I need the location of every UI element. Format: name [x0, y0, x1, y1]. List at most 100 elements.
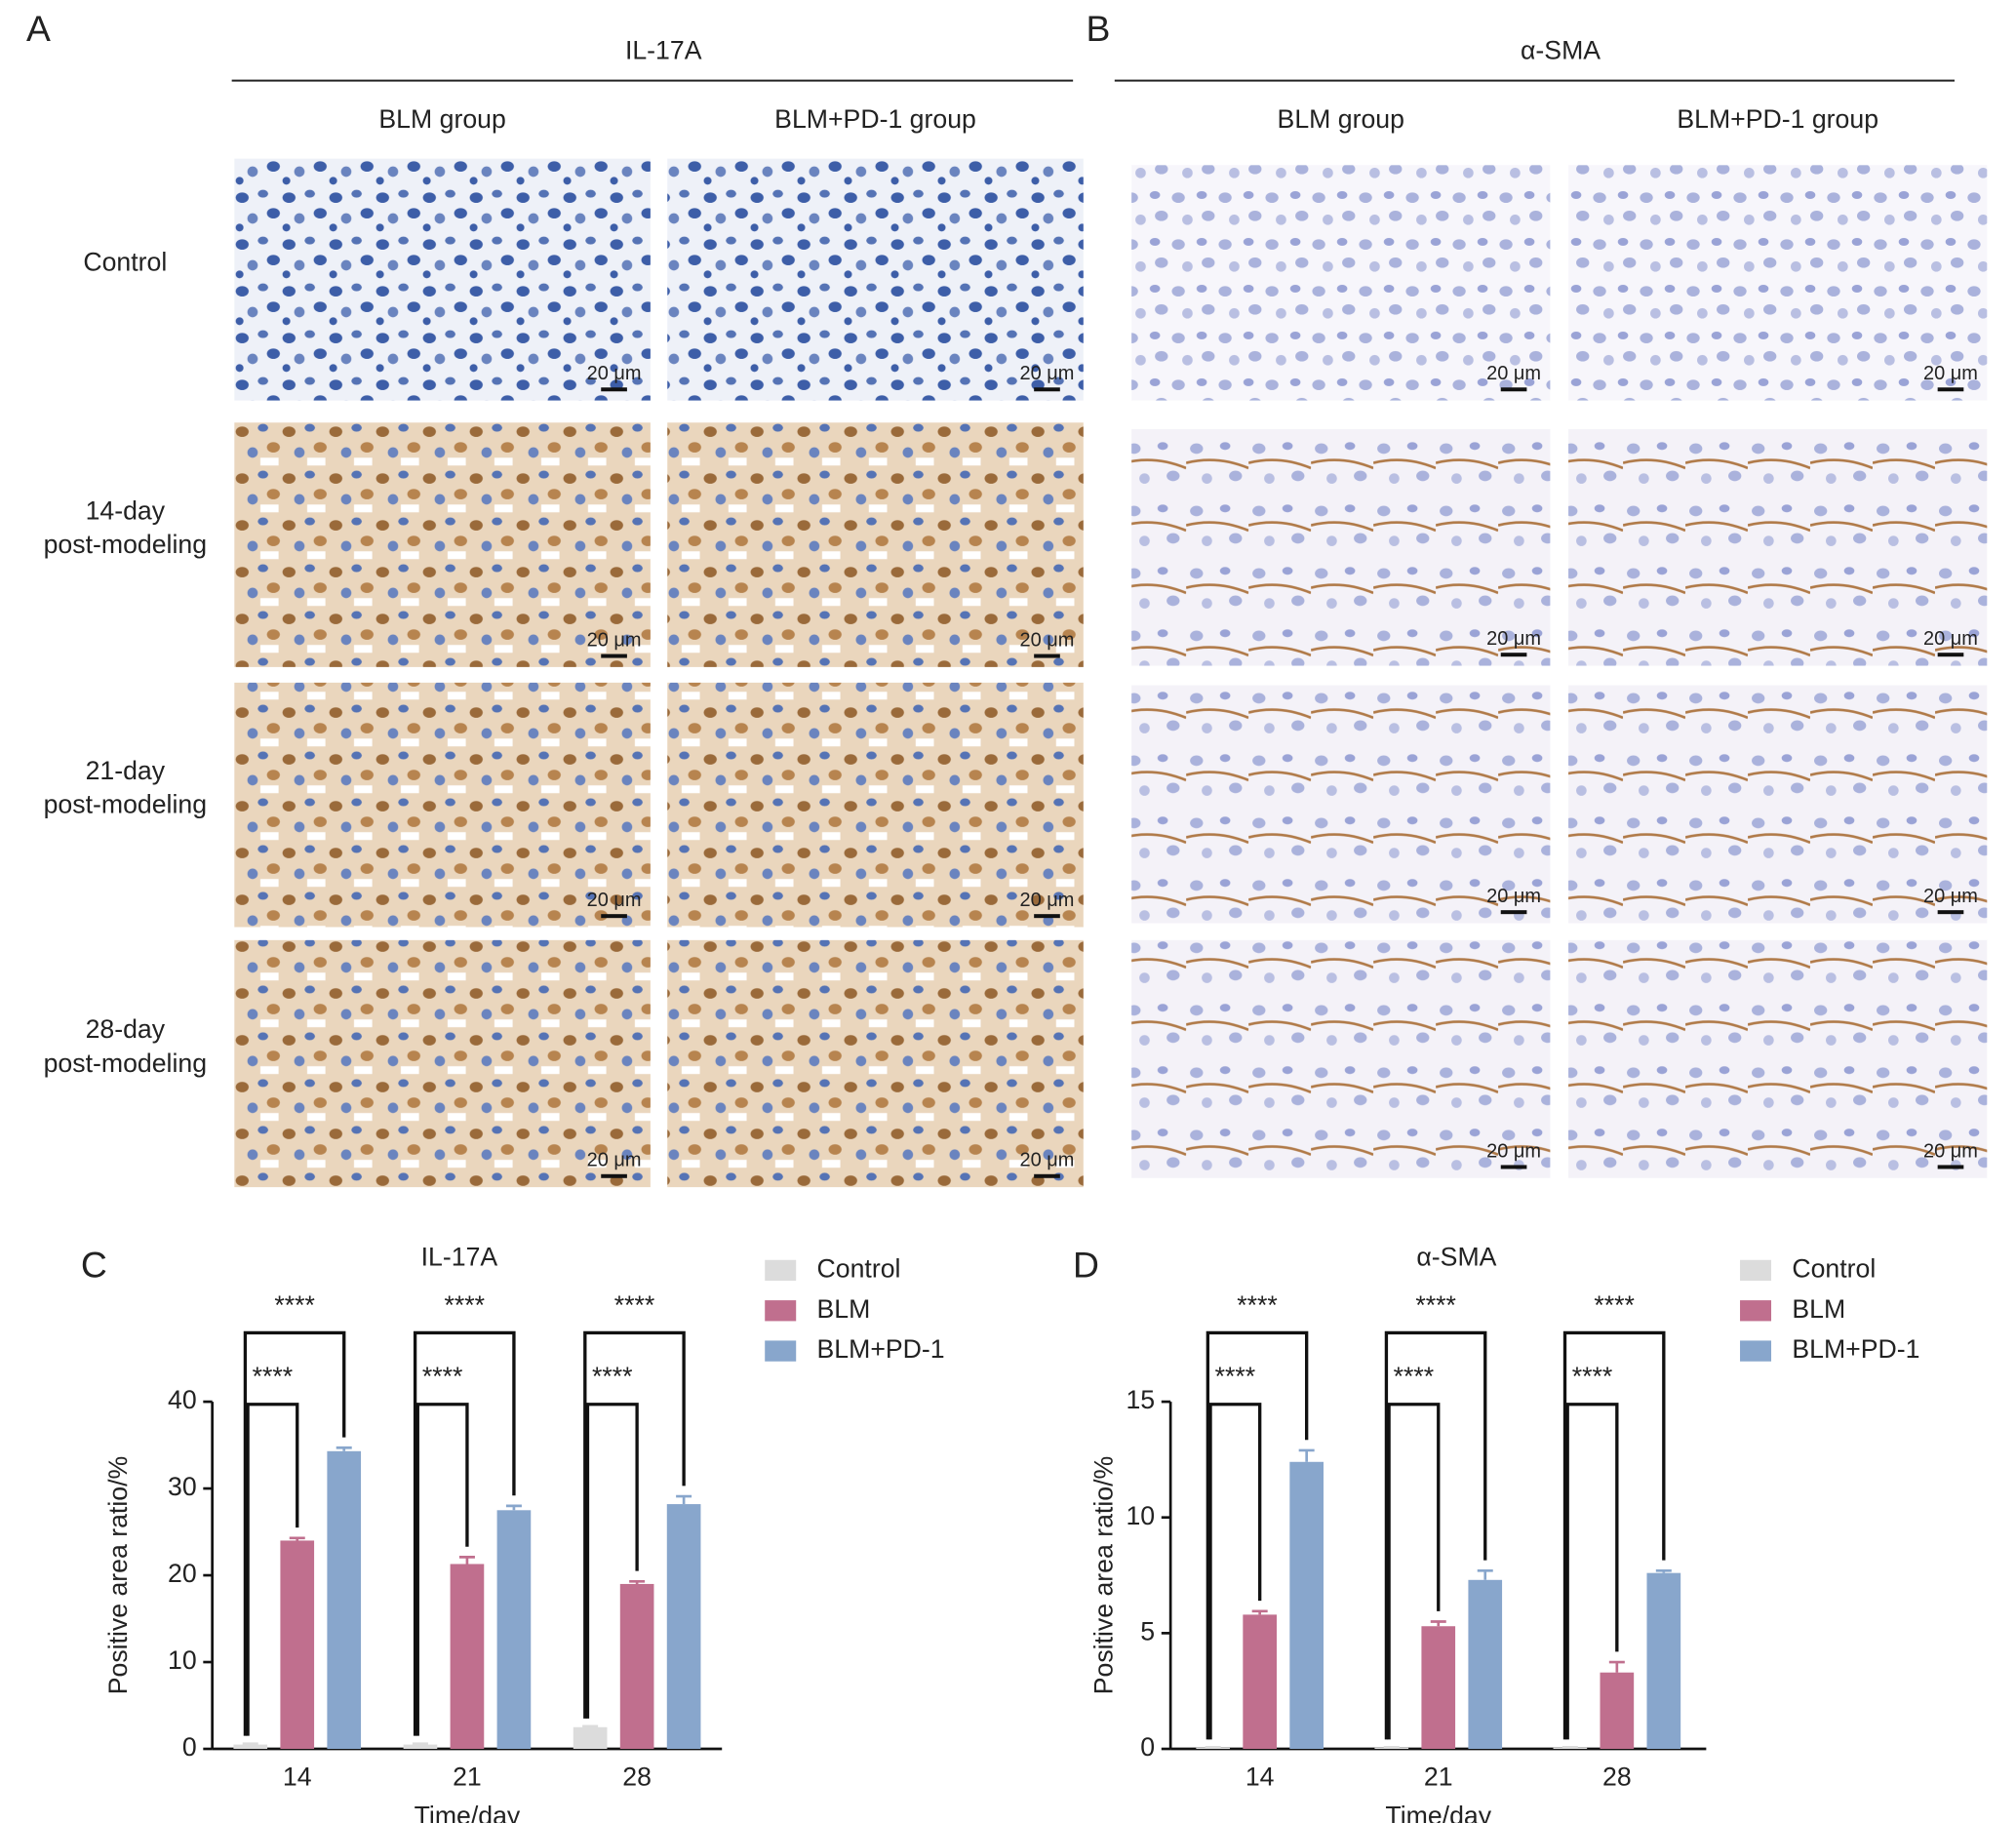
scale-bar-label: 20 μm — [1486, 886, 1541, 907]
y-tick-label: 10 — [1126, 1501, 1155, 1530]
y-axis-label: Positive area ratio/% — [1089, 1456, 1119, 1694]
x-axis-label: Time/day — [415, 1802, 521, 1823]
scale-bar-label: 20 μm — [1923, 1140, 1978, 1162]
micrograph — [234, 158, 651, 401]
x-tick-label: 21 — [1424, 1763, 1453, 1792]
significance-label: **** — [1394, 1362, 1434, 1391]
y-tick-label: 15 — [1126, 1385, 1155, 1414]
error-bar — [412, 1742, 428, 1746]
scale-bar-label: 20 μm — [1923, 886, 1978, 907]
row-label: post-modeling — [44, 530, 207, 559]
error-bar — [629, 1579, 646, 1584]
panel-label: D — [1073, 1245, 1099, 1286]
legend-swatch — [765, 1259, 797, 1282]
legend-swatch — [1740, 1340, 1772, 1362]
micrograph — [1131, 428, 1551, 666]
scale-bar-label: 20 μm — [1923, 363, 1978, 384]
legend-swatch — [765, 1340, 797, 1362]
scale-bar — [601, 387, 627, 392]
significance-bracket — [1562, 1330, 1666, 1740]
scale-bar — [1500, 1165, 1527, 1169]
x-tick-label: 21 — [453, 1763, 482, 1792]
legend-label: Control — [817, 1253, 901, 1283]
error-bar — [289, 1536, 305, 1541]
scale-bar-label: 20 μm — [1486, 628, 1541, 650]
micrograph — [667, 422, 1084, 667]
micrograph — [1131, 165, 1551, 401]
bar — [573, 1726, 608, 1750]
scale-bar-label: 20 μm — [1020, 1150, 1075, 1171]
y-tick-label: 0 — [1140, 1732, 1155, 1762]
error-bar — [1251, 1609, 1268, 1615]
scale-bar-label: 20 μm — [1020, 629, 1075, 651]
x-axis-label: Time/day — [1385, 1802, 1491, 1823]
bar — [280, 1540, 315, 1750]
panel-label: B — [1086, 8, 1110, 49]
scale-bar-label: 20 μm — [1020, 363, 1075, 384]
error-bar — [505, 1504, 522, 1511]
significance-bracket — [415, 1403, 469, 1736]
micrograph — [1568, 165, 1988, 401]
scale-bar-label: 20 μm — [1020, 890, 1075, 911]
bar — [496, 1510, 532, 1750]
micrograph — [234, 682, 651, 928]
panel-label: C — [81, 1245, 107, 1286]
scale-bar — [1034, 654, 1060, 658]
error-bar — [1298, 1448, 1315, 1462]
micrograph — [667, 158, 1084, 401]
significance-label: **** — [1237, 1290, 1278, 1320]
scale-bar — [1937, 387, 1964, 392]
column-heading: BLM+PD-1 group — [774, 104, 976, 134]
significance-bracket — [1208, 1403, 1262, 1740]
significance-bracket — [1387, 1403, 1441, 1740]
scale-bar — [1500, 387, 1527, 392]
micrograph — [234, 939, 651, 1188]
bar — [666, 1504, 701, 1750]
scale-bar — [1034, 1173, 1060, 1178]
significance-bracket — [1384, 1330, 1487, 1740]
significance-label: **** — [614, 1290, 655, 1320]
significance-bracket — [413, 1330, 516, 1736]
legend-label: Control — [1792, 1253, 1876, 1283]
y-tick-label: 5 — [1140, 1616, 1155, 1645]
scale-bar-label: 20 μm — [1486, 1140, 1541, 1162]
scale-bar-label: 20 μm — [587, 629, 642, 651]
bar — [1243, 1614, 1278, 1750]
significance-label: **** — [422, 1362, 463, 1391]
chart-title: IL-17A — [421, 1242, 498, 1271]
scale-bar — [1500, 910, 1527, 915]
bar — [233, 1744, 268, 1750]
scale-bar — [1937, 653, 1964, 657]
bar — [1468, 1579, 1503, 1750]
significance-bracket — [246, 1403, 299, 1736]
y-tick-label: 40 — [168, 1385, 197, 1414]
scale-bar — [1937, 1165, 1964, 1169]
bar — [403, 1744, 438, 1750]
error-bar — [1655, 1568, 1672, 1573]
error-bar — [1430, 1620, 1446, 1627]
legend-label: BLM — [1792, 1294, 1845, 1324]
significance-bracket — [1206, 1330, 1309, 1740]
error-bar — [458, 1556, 475, 1565]
scale-bar — [1034, 914, 1060, 919]
scale-bar — [1034, 387, 1060, 392]
legend-swatch — [1740, 1259, 1772, 1282]
significance-label: **** — [445, 1290, 486, 1320]
legend-label: BLM — [817, 1294, 871, 1324]
scale-bar — [601, 914, 627, 919]
legend-label: BLM+PD-1 — [1792, 1334, 1919, 1364]
scale-bar-label: 20 μm — [587, 363, 642, 384]
legend-swatch — [1740, 1300, 1772, 1322]
significance-bracket — [1565, 1403, 1619, 1740]
row-label: 21-day — [86, 756, 166, 785]
micrograph — [667, 939, 1084, 1188]
micrograph — [1131, 939, 1551, 1178]
scale-bar — [1937, 910, 1964, 915]
micrograph — [234, 422, 651, 667]
y-tick-label: 20 — [168, 1559, 197, 1588]
micrograph — [1568, 428, 1988, 666]
bar — [1646, 1572, 1681, 1750]
row-label: Control — [83, 248, 167, 277]
error-bar — [676, 1494, 692, 1505]
stain-title: IL-17A — [625, 35, 702, 64]
